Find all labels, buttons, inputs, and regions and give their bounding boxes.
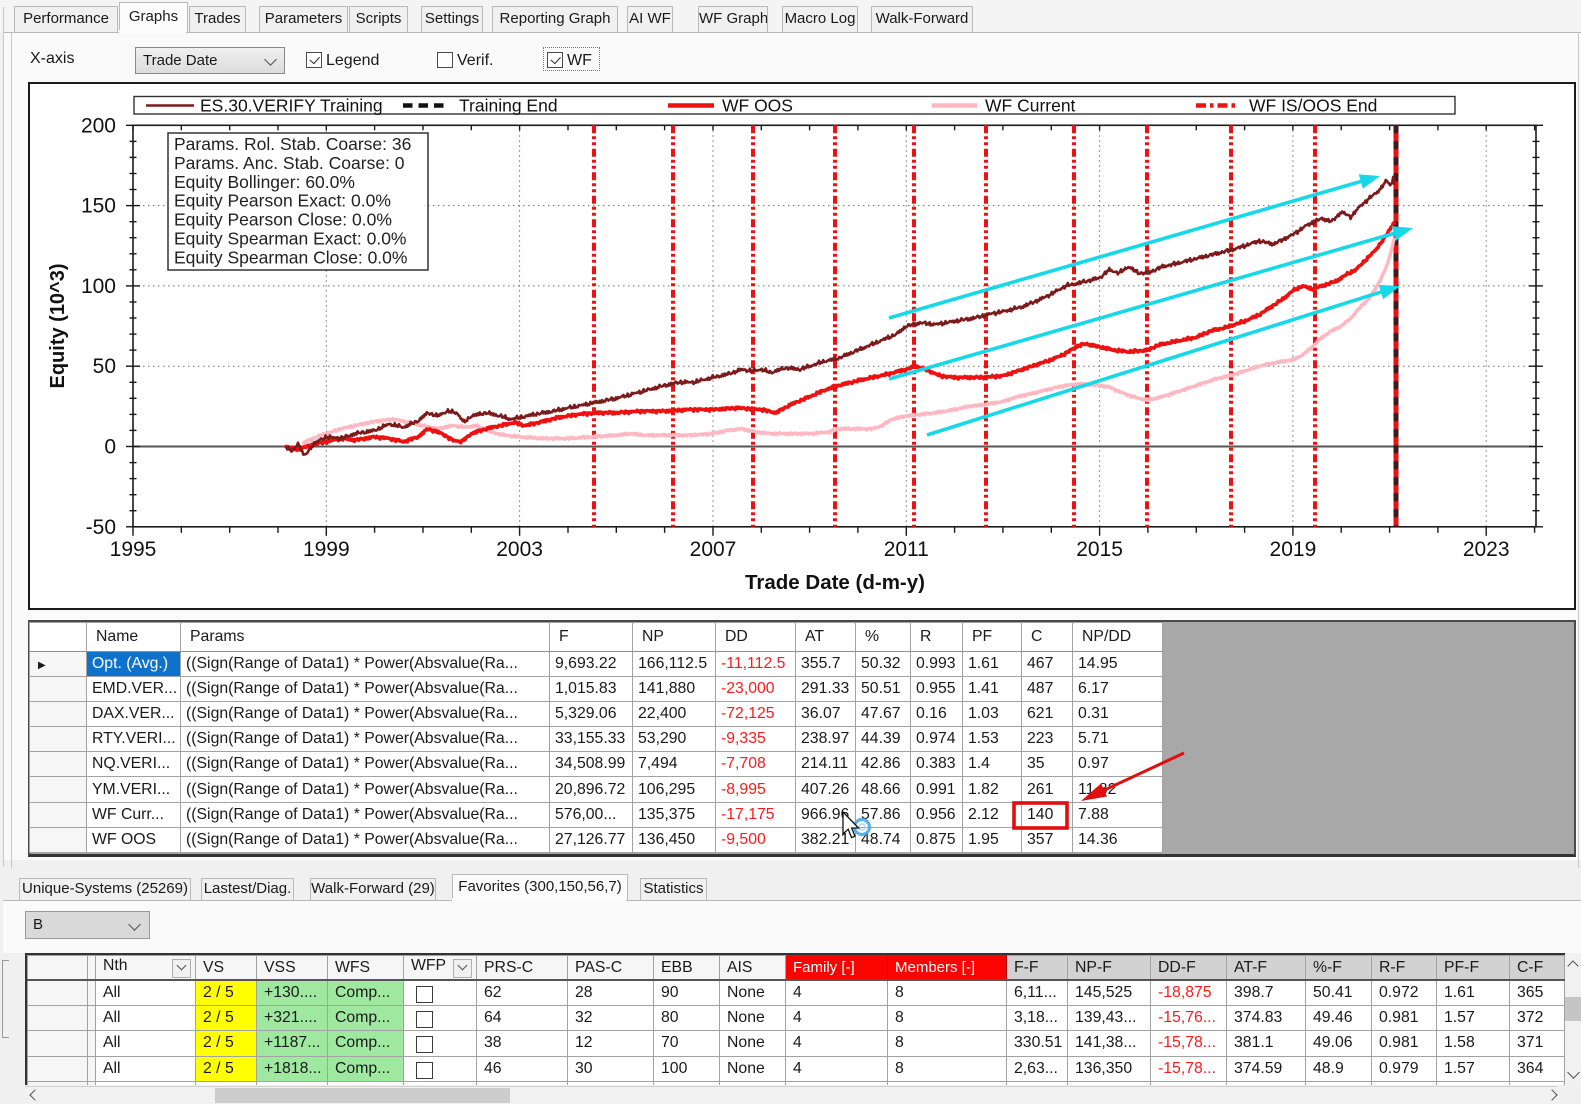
svg-text:2003: 2003 [496,538,543,561]
svg-text:2011: 2011 [884,538,929,561]
svg-text:-50: -50 [86,516,116,539]
svg-text:2019: 2019 [1270,538,1317,561]
svg-text:Equity Pearson Exact: 0.0%: Equity Pearson Exact: 0.0% [174,191,391,211]
svg-text:0: 0 [104,436,116,459]
svg-text:2007: 2007 [690,538,737,561]
svg-text:2023: 2023 [1463,538,1510,561]
svg-text:Equity Pearson Close: 0.0%: Equity Pearson Close: 0.0% [174,210,392,230]
svg-text:Equity Spearman Close: 0.0%: Equity Spearman Close: 0.0% [174,247,407,267]
svg-text:200: 200 [81,114,116,137]
svg-text:Equity (10^3): Equity (10^3) [47,263,69,388]
svg-text:Training End: Training End [459,96,558,116]
svg-text:Params. Anc. Stab. Coarse: 0: Params. Anc. Stab. Coarse: 0 [174,153,405,173]
svg-text:50: 50 [93,355,116,378]
svg-text:1995: 1995 [110,538,157,561]
svg-text:WF OOS: WF OOS [722,96,793,116]
svg-text:WF Current: WF Current [985,96,1076,116]
svg-text:150: 150 [81,195,116,218]
svg-text:Equity Spearman Exact: 0.0%: Equity Spearman Exact: 0.0% [174,229,406,249]
svg-text:1999: 1999 [303,538,350,561]
svg-text:Trade Date (d-m-y): Trade Date (d-m-y) [745,571,925,594]
svg-text:Params. Rol. Stab. Coarse: 36: Params. Rol. Stab. Coarse: 36 [174,134,411,154]
svg-text:WF IS/OOS End: WF IS/OOS End [1249,96,1377,116]
svg-text:2015: 2015 [1076,538,1123,561]
svg-text:100: 100 [81,275,116,298]
svg-text:ES.30.VERIFY Training: ES.30.VERIFY Training [200,96,383,116]
svg-text:Equity Bollinger: 60.0%: Equity Bollinger: 60.0% [174,172,355,192]
